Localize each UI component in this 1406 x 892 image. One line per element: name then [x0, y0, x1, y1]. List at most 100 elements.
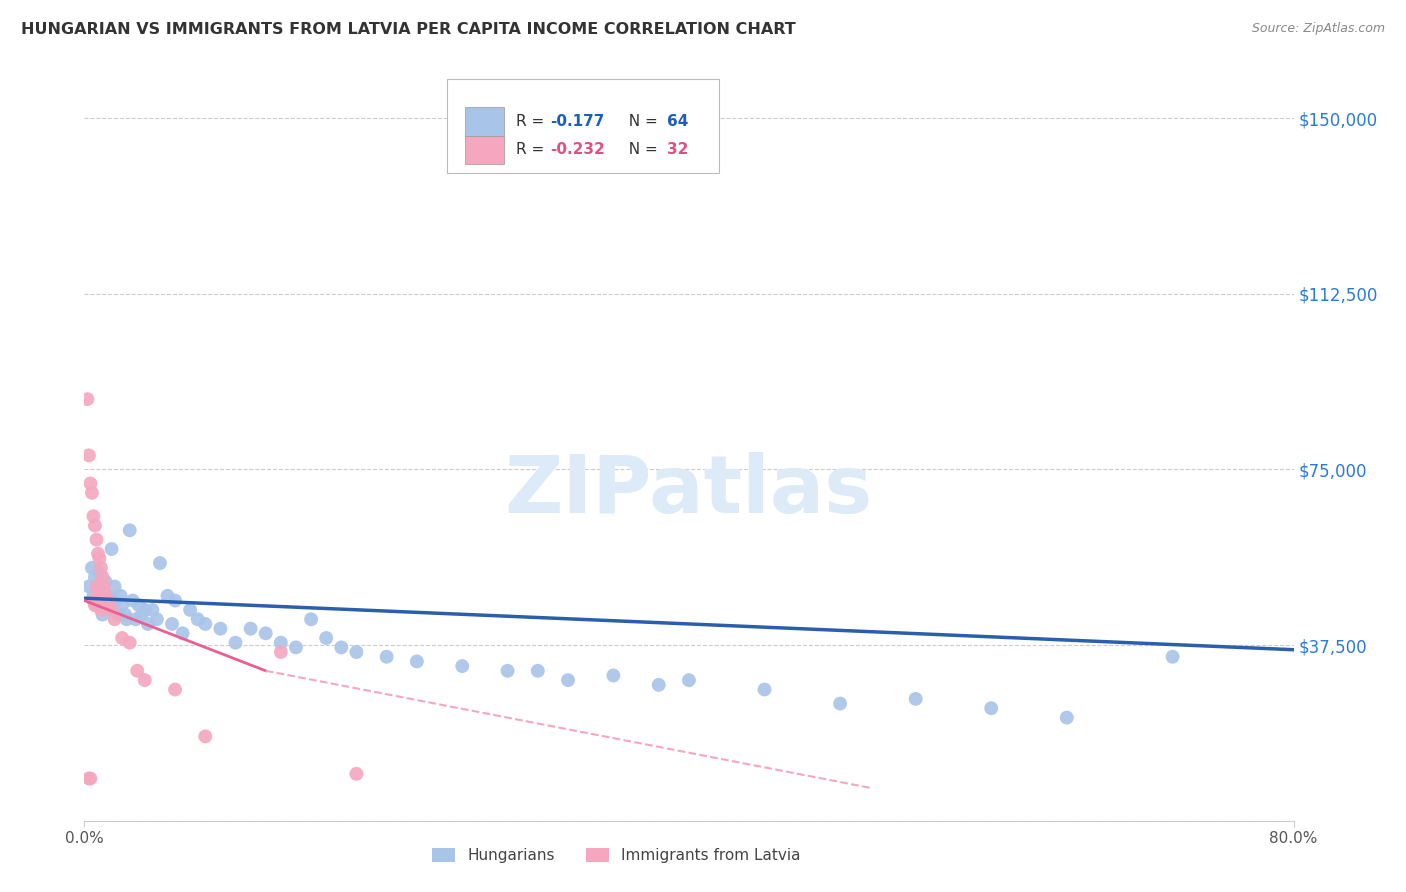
Point — [84, 570, 107, 584]
Point — [330, 640, 353, 655]
Text: 64: 64 — [668, 114, 689, 128]
Point — [80, 561, 103, 575]
Text: ZIPatlas: ZIPatlas — [505, 452, 873, 530]
Point — [111, 631, 134, 645]
Point — [105, 593, 128, 607]
Point — [1161, 649, 1184, 664]
Point — [90, 603, 112, 617]
Point — [86, 599, 108, 613]
Point — [209, 622, 232, 636]
Text: 32: 32 — [668, 143, 689, 157]
Point — [128, 599, 150, 613]
Point — [406, 655, 429, 669]
Text: N =: N = — [619, 114, 662, 128]
Point — [86, 533, 108, 547]
Point — [980, 701, 1002, 715]
Point — [86, 580, 108, 594]
Point — [172, 626, 194, 640]
Point — [111, 599, 134, 613]
Point — [194, 730, 217, 744]
Point — [104, 612, 127, 626]
Point — [118, 635, 141, 649]
Point — [270, 635, 292, 649]
Point — [299, 612, 322, 626]
Text: HUNGARIAN VS IMMIGRANTS FROM LATVIA PER CAPITA INCOME CORRELATION CHART: HUNGARIAN VS IMMIGRANTS FROM LATVIA PER … — [21, 22, 796, 37]
Point — [104, 580, 127, 594]
Point — [87, 584, 110, 599]
Point — [134, 603, 156, 617]
Point — [194, 617, 217, 632]
Point — [678, 673, 700, 688]
Point — [125, 612, 148, 626]
Point — [160, 617, 183, 632]
Point — [89, 593, 111, 607]
Point — [76, 392, 98, 407]
FancyBboxPatch shape — [465, 107, 503, 136]
Point — [285, 640, 308, 655]
Point — [239, 622, 262, 636]
Point — [94, 574, 117, 589]
Legend: Hungarians, Immigrants from Latvia: Hungarians, Immigrants from Latvia — [426, 841, 807, 869]
Point — [89, 566, 111, 580]
Point — [270, 645, 292, 659]
Point — [100, 542, 122, 557]
Point — [375, 649, 398, 664]
Point — [134, 673, 156, 688]
Point — [1056, 710, 1078, 724]
Text: N =: N = — [619, 143, 662, 157]
Point — [156, 589, 179, 603]
Point — [254, 626, 277, 640]
Text: -0.177: -0.177 — [550, 114, 605, 128]
Point — [146, 612, 169, 626]
Point — [114, 607, 136, 622]
Point — [346, 645, 368, 659]
Point — [91, 570, 114, 584]
Point — [84, 599, 107, 613]
Point — [79, 772, 101, 786]
Point — [904, 692, 927, 706]
Point — [830, 697, 852, 711]
Point — [315, 631, 337, 645]
Point — [87, 580, 110, 594]
Point — [90, 561, 112, 575]
Point — [165, 682, 187, 697]
Point — [77, 772, 100, 786]
Point — [94, 589, 117, 603]
Point — [602, 668, 624, 682]
Point — [77, 449, 100, 463]
Point — [346, 767, 368, 781]
Point — [82, 509, 104, 524]
FancyBboxPatch shape — [465, 136, 503, 164]
Point — [179, 603, 201, 617]
Point — [107, 607, 129, 622]
FancyBboxPatch shape — [447, 78, 720, 172]
Point — [91, 607, 114, 622]
Point — [127, 664, 149, 678]
Point — [115, 612, 138, 626]
Point — [225, 635, 247, 649]
Point — [149, 556, 172, 570]
Point — [79, 476, 101, 491]
Point — [93, 584, 115, 599]
Point — [97, 593, 120, 607]
Point — [451, 659, 474, 673]
Point — [557, 673, 579, 688]
Point — [110, 589, 132, 603]
Point — [754, 682, 776, 697]
Point — [136, 617, 159, 632]
Point — [131, 607, 153, 622]
Point — [118, 523, 141, 537]
Point — [496, 664, 519, 678]
Text: Source: ZipAtlas.com: Source: ZipAtlas.com — [1251, 22, 1385, 36]
Point — [96, 599, 118, 613]
Point — [87, 547, 110, 561]
Point — [97, 589, 120, 603]
Point — [648, 678, 671, 692]
Point — [82, 589, 104, 603]
Point — [101, 603, 124, 617]
Point — [165, 593, 187, 607]
Point — [93, 580, 115, 594]
Point — [84, 518, 107, 533]
Text: R =: R = — [516, 143, 550, 157]
Point — [100, 603, 122, 617]
